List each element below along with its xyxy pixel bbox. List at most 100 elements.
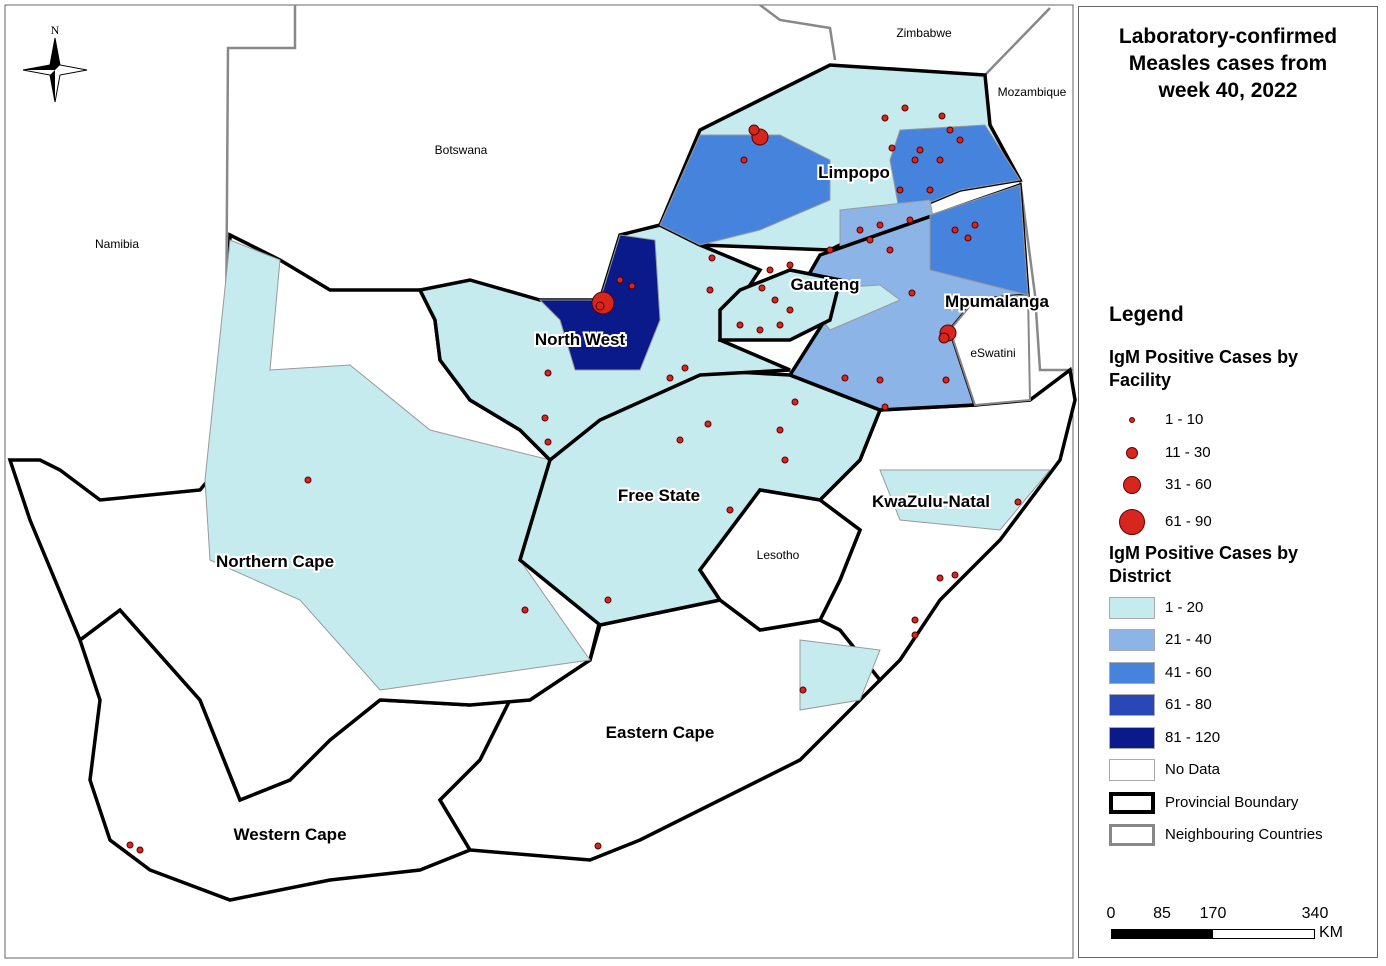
scale-tick-label: 85 [1153,905,1171,922]
facility-dot [841,374,849,382]
facility-dot [881,114,889,122]
facility-dot [911,631,919,639]
province-label: Free State [618,486,700,505]
compass-label: N [51,23,60,37]
region [718,268,843,342]
border [1018,179,1073,372]
facility-dot [736,321,744,329]
legend-label: 61 - 80 [1165,696,1212,714]
legend-label: 21 - 40 [1165,631,1212,649]
scale-tick-label: 340 [1301,905,1329,922]
facility-dot [866,236,874,244]
facility-dot [951,226,959,234]
legend-label: No Data [1165,761,1221,778]
facility-dot [676,436,684,444]
district-title: IgM Positive Cases by District [1109,543,1299,586]
facility-dot [876,376,884,384]
facility-dot [956,136,964,144]
legend-label: 61 - 90 [1165,513,1212,530]
facility-dot [776,426,784,434]
legend-swatch [1109,792,1155,814]
facility-dot [748,124,760,136]
facility-title: IgM Positive Cases by Facility [1109,347,1299,390]
facility-dot [911,156,919,164]
facility-dot [908,289,916,297]
legend-title: Legend [1109,303,1184,326]
legend-swatch [1109,726,1155,749]
legend-dot [1123,476,1141,494]
facility-dots [126,104,1022,854]
scale-tick-label: 170 [1199,905,1227,922]
legend-label: 41 - 60 [1165,663,1212,681]
facility-dot [681,364,689,372]
facility-dot [971,221,979,229]
legend-label: 1 - 20 [1165,599,1204,616]
facility-dot [791,398,799,406]
facility-dot [136,846,144,854]
country-label: Namibia [95,237,139,251]
facility-dot [541,414,549,422]
facility-dot [916,146,924,154]
facility-dot [942,376,950,384]
facility-dot [706,286,714,294]
facility-dot [911,616,919,624]
country-label: Mozambique [998,85,1067,99]
facility-dot [901,104,909,112]
province-label: Limpopo [818,163,890,182]
facility-dot [595,301,605,311]
facility-dot [786,261,794,269]
scale-tick-label: 0 [1106,905,1116,922]
facility-dot [964,234,972,242]
facility-dot [781,456,789,464]
border [759,4,837,61]
compass-star-dark [23,38,60,102]
region [659,134,831,246]
facility-dot [886,246,894,254]
facility-dot [544,438,552,446]
provinces [7,63,1077,902]
facility-dot [776,321,784,329]
facility-dot [826,246,834,254]
title-line: week 40, 2022 [1158,79,1298,102]
legend-dot [1126,447,1138,459]
province-label: Northern Cape [216,552,334,571]
facility-dot [938,332,950,344]
legend-label: 81 - 120 [1165,728,1221,746]
facility-dot [906,216,914,224]
region [799,639,881,711]
facility-dot [604,596,612,604]
facility-dot [616,276,624,284]
legend-swatch [1109,661,1155,684]
country-label: Zimbabwe [896,26,952,40]
scale-bar [1111,929,1315,939]
facility-dot [304,476,312,484]
province-label: Eastern Cape [606,723,715,742]
facility-dot [936,156,944,164]
province-label: KwaZulu-Natal [872,492,990,511]
legend-label: 11 - 30 [1165,444,1211,461]
facility-dot [938,112,946,120]
legend-swatch [1109,694,1155,717]
province-label: Gauteng [791,275,860,294]
facility-dot [771,296,779,304]
region [697,488,863,632]
facility-dot [881,403,889,411]
legend-label: Provincial Boundary [1165,794,1299,811]
title-line: Measles cases from [1128,52,1328,75]
facility-dot [876,221,884,229]
legend-dot [1119,509,1145,535]
title: Laboratory-confirmed Measles cases from … [1079,23,1377,104]
facility-dot [726,506,734,514]
legend-label: 1 - 10 [1165,411,1204,428]
facility-dot [740,156,748,164]
facility-dot [896,186,904,194]
legend-swatch [1109,759,1155,781]
facility-dot [708,254,716,262]
country-label: Botswana [435,143,488,157]
legend-swatch [1109,629,1155,652]
legend-panel: Laboratory-confirmed Measles cases from … [1078,6,1378,958]
facility-dot [758,284,766,292]
legend-dot [1129,417,1135,423]
country-label: eSwatini [970,346,1015,360]
